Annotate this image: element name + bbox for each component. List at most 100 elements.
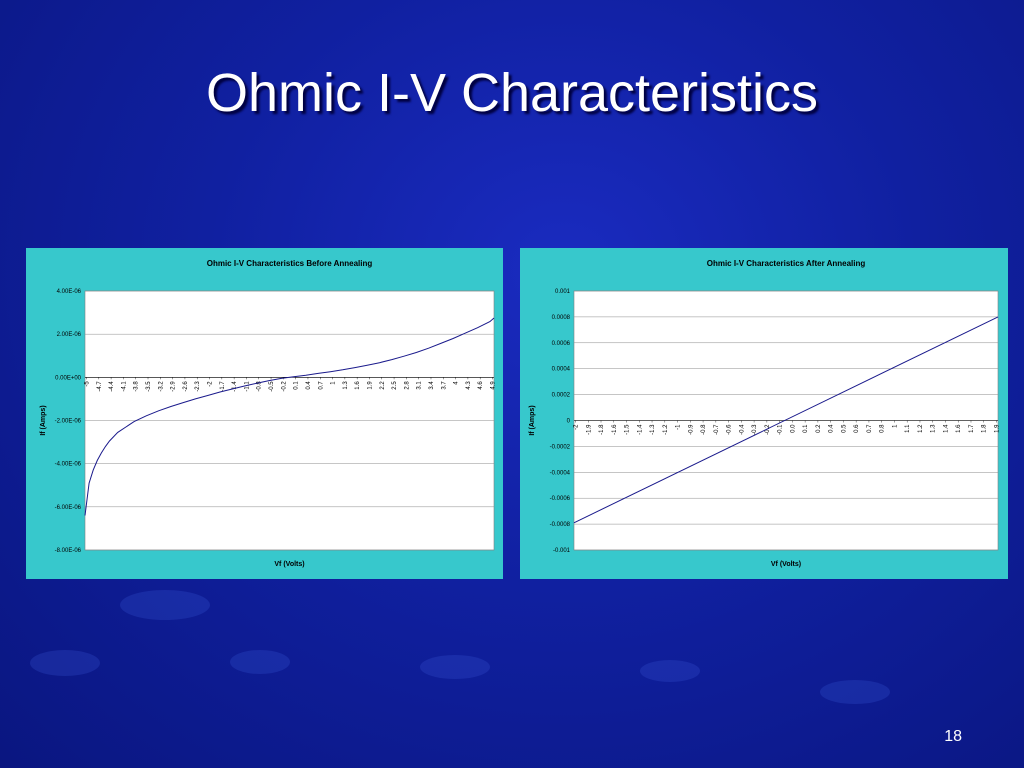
- x-tick-label: -2.6: [183, 381, 189, 392]
- y-tick-label: -0.0006: [550, 496, 571, 502]
- x-tick-label: 3.1: [417, 381, 423, 390]
- series-line: [84, 317, 495, 516]
- x-tick-label: 1.3: [931, 424, 937, 433]
- chart-before-annealing: Ohmic I-V Characteristics Before Anneali…: [40, 259, 497, 568]
- x-tick-label: 1.2: [918, 424, 924, 433]
- x-tick-label: -0.7: [714, 424, 720, 435]
- x-tick-label: 1.8: [982, 424, 988, 433]
- x-tick-label: -1.2: [663, 424, 669, 435]
- y-tick-label: -0.0008: [550, 522, 571, 528]
- x-tick-label: -1.4: [637, 424, 643, 435]
- x-tick-label: 4: [454, 381, 460, 385]
- x-tick-label: 0.1: [294, 381, 300, 390]
- chart-title: Ohmic I-V Characteristics After Annealin…: [707, 259, 866, 268]
- x-tick-label: -0.5: [269, 381, 275, 392]
- y-axis-label: If (Amps): [529, 405, 536, 435]
- x-tick-label: 1.4: [943, 424, 949, 433]
- y-tick-label: -8.00E-06: [55, 548, 82, 554]
- x-tick-label: -3.8: [134, 381, 140, 392]
- x-tick-label: 4.9: [491, 381, 497, 390]
- background-swirl: [120, 590, 210, 620]
- y-tick-label: -2.00E-06: [55, 419, 82, 425]
- x-tick-label: 1: [892, 424, 898, 428]
- x-tick-label: -4.4: [109, 381, 115, 392]
- background-swirl: [230, 650, 290, 674]
- x-tick-label: -0.9: [688, 424, 694, 435]
- x-tick-label: -0.8: [257, 381, 263, 392]
- chart-after-annealing: Ohmic I-V Characteristics After Annealin…: [529, 259, 1001, 568]
- x-tick-label: -1.8: [599, 424, 605, 435]
- y-tick-label: -0.0004: [550, 470, 571, 476]
- x-tick-label: -3.2: [158, 381, 164, 392]
- background-swirl: [640, 660, 700, 682]
- x-tick-label: 1.6: [355, 381, 361, 390]
- x-tick-label: 0.7: [867, 424, 873, 433]
- y-tick-label: -4.00E-06: [55, 462, 82, 468]
- x-tick-label: 3.4: [429, 381, 435, 390]
- y-tick-label: 0.001: [555, 289, 571, 295]
- background-swirl: [420, 655, 490, 679]
- y-tick-label: 0.0006: [552, 341, 571, 347]
- chart-panel-after-annealing: Ohmic I-V Characteristics After Annealin…: [520, 248, 1008, 579]
- x-tick-label: -0.4: [739, 424, 745, 435]
- x-axis-label: Vf (Volts): [771, 561, 801, 568]
- x-tick-label: -0.8: [701, 424, 707, 435]
- background-swirl: [30, 650, 100, 676]
- y-tick-label: 0: [567, 419, 571, 425]
- y-tick-label: 0.0008: [552, 315, 571, 321]
- x-tick-label: -1.5: [625, 424, 631, 435]
- y-tick-label: 0.00E+00: [55, 375, 82, 381]
- x-tick-label: -0.2: [281, 381, 287, 392]
- x-tick-label: 3.7: [441, 381, 447, 390]
- x-tick-label: 1.3: [343, 381, 349, 390]
- x-tick-label: 1.9: [995, 424, 1001, 433]
- x-tick-label: 2.8: [404, 381, 410, 390]
- x-tick-label: 1.9: [367, 381, 373, 390]
- x-tick-label: 0.1: [803, 424, 809, 433]
- x-tick-label: 1.1: [905, 424, 911, 433]
- x-tick-label: -4.1: [121, 381, 127, 392]
- x-tick-label: -1.4: [232, 381, 238, 392]
- slide-number: 18: [944, 728, 962, 745]
- x-tick-label: -2: [208, 381, 214, 387]
- x-tick-label: -2: [574, 424, 580, 430]
- y-tick-label: 0.0004: [552, 367, 571, 373]
- chart-panel-before-annealing: Ohmic I-V Characteristics Before Anneali…: [26, 248, 503, 579]
- x-tick-label: 0.5: [841, 424, 847, 433]
- x-tick-label: 1: [331, 381, 337, 385]
- chart-title: Ohmic I-V Characteristics Before Anneali…: [207, 259, 373, 268]
- x-tick-label: -1.6: [612, 424, 618, 435]
- x-tick-label: -0.1: [778, 424, 784, 435]
- y-tick-label: -0.001: [553, 548, 571, 554]
- x-tick-label: 0.7: [318, 381, 324, 390]
- y-tick-label: 4.00E-06: [57, 289, 82, 295]
- x-tick-label: -0.3: [752, 424, 758, 435]
- x-tick-label: -2.3: [195, 381, 201, 392]
- x-tick-label: -5: [85, 381, 91, 387]
- x-tick-label: 1.6: [956, 424, 962, 433]
- y-tick-label: 0.0002: [552, 393, 571, 399]
- x-tick-label: 2.5: [392, 381, 398, 390]
- background-swirl: [820, 680, 890, 704]
- x-tick-label: 0.4: [829, 424, 835, 433]
- x-tick-label: -0.2: [765, 424, 771, 435]
- x-axis-label: Vf (Volts): [274, 561, 304, 568]
- y-tick-label: -6.00E-06: [55, 505, 82, 511]
- x-tick-label: -1.9: [586, 424, 592, 435]
- x-tick-label: 4.3: [466, 381, 472, 390]
- y-tick-label: -0.0002: [550, 444, 571, 450]
- x-tick-label: 0.0: [790, 424, 796, 433]
- x-tick-label: 0.8: [880, 424, 886, 433]
- x-tick-label: -1.7: [220, 381, 226, 392]
- x-tick-label: 4.6: [478, 381, 484, 390]
- slide-title: Ohmic I-V Characteristics: [205, 63, 819, 123]
- x-tick-label: -1.3: [650, 424, 656, 435]
- y-tick-label: 2.00E-06: [57, 332, 82, 338]
- series-line: [573, 316, 999, 524]
- x-tick-label: -1.1: [244, 381, 250, 392]
- x-tick-label: -1: [676, 424, 682, 430]
- x-tick-label: -4.7: [97, 381, 103, 392]
- y-axis-label: If (Amps): [40, 405, 47, 435]
- x-tick-label: -3.5: [146, 381, 152, 392]
- x-tick-label: 1.7: [969, 424, 975, 433]
